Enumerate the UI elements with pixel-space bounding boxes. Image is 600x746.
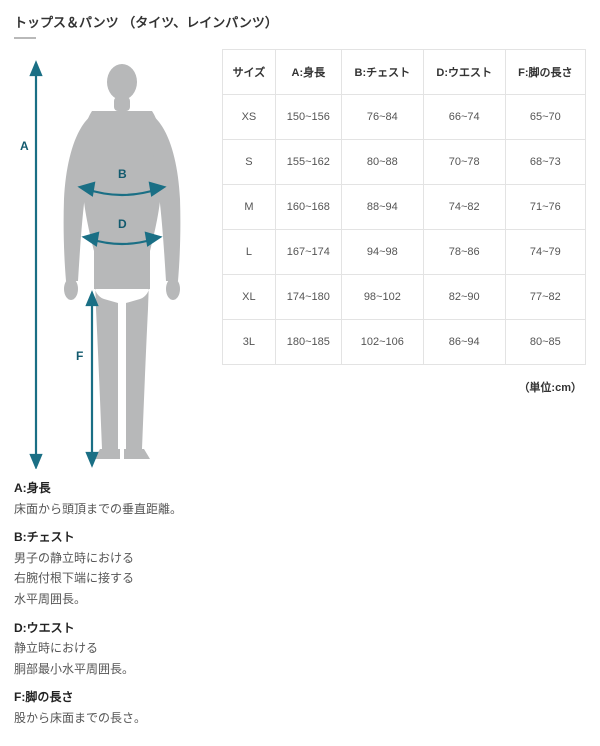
measurement-figure: A B D F: [14, 49, 214, 469]
table-cell: 66~74: [423, 95, 505, 140]
figure-label-a: A: [20, 139, 29, 153]
table-cell: 70~78: [423, 140, 505, 185]
definition-desc: 床面から頭頂までの垂直距離。: [14, 500, 586, 519]
table-cell: 174~180: [275, 275, 341, 320]
table-cell: 68~73: [505, 140, 585, 185]
figure-label-f: F: [76, 349, 83, 363]
col-d: D:ウエスト: [423, 50, 505, 95]
definition-desc: 右腕付根下端に接する: [14, 569, 586, 588]
table-cell: 167~174: [275, 230, 341, 275]
figure-label-d: D: [118, 217, 127, 231]
table-cell: 180~185: [275, 320, 341, 365]
size-table-body: XS150~15676~8466~7465~70S155~16280~8870~…: [223, 95, 586, 365]
table-cell: 77~82: [505, 275, 585, 320]
definition-term: B:チェスト: [14, 528, 586, 547]
table-cell: 98~102: [341, 275, 423, 320]
table-cell: L: [223, 230, 276, 275]
definition-desc: 男子の静立時における: [14, 549, 586, 568]
table-cell: 78~86: [423, 230, 505, 275]
table-cell: 94~98: [341, 230, 423, 275]
table-row: M160~16888~9474~8271~76: [223, 185, 586, 230]
arrow-f-icon: [87, 293, 97, 465]
table-cell: 86~94: [423, 320, 505, 365]
col-a: A:身長: [275, 50, 341, 95]
page: トップス＆パンツ （タイツ、レインパンツ）: [0, 0, 600, 746]
definition-desc: 静立時における: [14, 639, 586, 658]
definition-desc: 股から床面までの長さ。: [14, 709, 586, 728]
table-row: XL174~18098~10282~9077~82: [223, 275, 586, 320]
figure-svg: [14, 49, 214, 469]
title-rule: [14, 37, 36, 39]
table-row: XS150~15676~8466~7465~70: [223, 95, 586, 140]
content-row: A B D F サイズ A:身長 B:チェスト D:ウエスト F:脚の長さ: [14, 49, 586, 469]
table-column: サイズ A:身長 B:チェスト D:ウエスト F:脚の長さ XS150~1567…: [222, 49, 586, 395]
size-table-head: サイズ A:身長 B:チェスト D:ウエスト F:脚の長さ: [223, 50, 586, 95]
table-cell: 82~90: [423, 275, 505, 320]
table-row: 3L180~185102~10686~9480~85: [223, 320, 586, 365]
table-cell: XL: [223, 275, 276, 320]
table-cell: M: [223, 185, 276, 230]
figure-label-b: B: [118, 167, 127, 181]
table-cell: 65~70: [505, 95, 585, 140]
table-cell: 80~85: [505, 320, 585, 365]
table-cell: 76~84: [341, 95, 423, 140]
table-cell: 3L: [223, 320, 276, 365]
definition-desc: 水平周囲長。: [14, 590, 586, 609]
definition-desc: 胴部最小水平周囲長。: [14, 660, 586, 679]
table-cell: 80~88: [341, 140, 423, 185]
figure-column: A B D F: [14, 49, 214, 469]
table-cell: 150~156: [275, 95, 341, 140]
table-cell: 102~106: [341, 320, 423, 365]
definition-term: A:身長: [14, 479, 586, 498]
table-cell: XS: [223, 95, 276, 140]
definitions: A:身長床面から頭頂までの垂直距離。 B:チェスト男子の静立時における右腕付根下端…: [14, 479, 586, 728]
table-cell: 74~79: [505, 230, 585, 275]
size-table: サイズ A:身長 B:チェスト D:ウエスト F:脚の長さ XS150~1567…: [222, 49, 586, 365]
arrow-a-icon: [31, 63, 41, 467]
table-cell: S: [223, 140, 276, 185]
definition-term: F:脚の長さ: [14, 688, 586, 707]
table-row: L167~17494~9878~8674~79: [223, 230, 586, 275]
col-b: B:チェスト: [341, 50, 423, 95]
table-cell: 160~168: [275, 185, 341, 230]
table-row: S155~16280~8870~7868~73: [223, 140, 586, 185]
table-cell: 74~82: [423, 185, 505, 230]
table-cell: 71~76: [505, 185, 585, 230]
col-size: サイズ: [223, 50, 276, 95]
definition-term: D:ウエスト: [14, 619, 586, 638]
col-f: F:脚の長さ: [505, 50, 585, 95]
table-cell: 155~162: [275, 140, 341, 185]
table-cell: 88~94: [341, 185, 423, 230]
unit-note: （単位:cm）: [222, 379, 582, 395]
page-title: トップス＆パンツ （タイツ、レインパンツ）: [14, 12, 586, 31]
silhouette-icon: [64, 64, 181, 459]
